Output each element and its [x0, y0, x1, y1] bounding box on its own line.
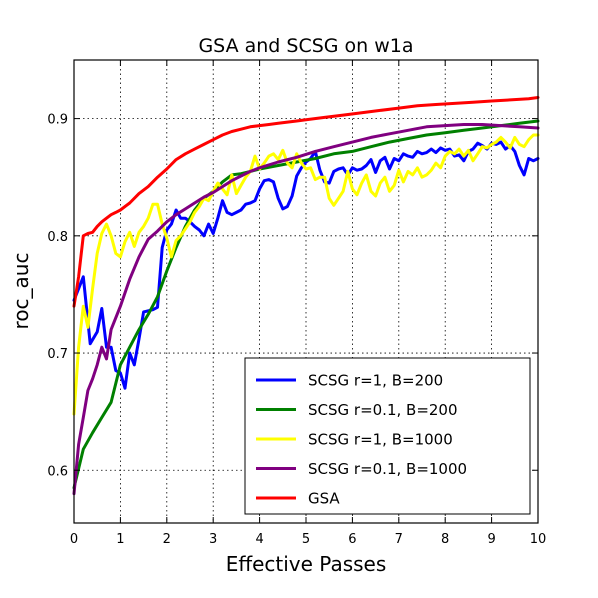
- legend-box: [244, 357, 531, 515]
- series-line-5: [72, 96, 540, 308]
- series-line-3: [72, 133, 540, 416]
- y-axis-label: roc_auc: [9, 253, 33, 330]
- legend-label-5: GSA: [308, 490, 340, 508]
- x-tick-label: 9: [487, 532, 495, 547]
- x-tick-label: 2: [163, 532, 171, 547]
- x-tick-label: 8: [441, 532, 449, 547]
- legend-label-1: SCSG r=1, B=200: [308, 372, 443, 390]
- series-line-1: [72, 140, 540, 390]
- x-tick-label: 7: [395, 532, 403, 547]
- y-tick-label: 0.8: [47, 230, 68, 245]
- x-tick-label: 10: [530, 532, 547, 547]
- x-tick-label: 4: [255, 532, 263, 547]
- legend-label-2: SCSG r=0.1, B=200: [308, 401, 458, 419]
- series-line-2: [72, 119, 540, 490]
- y-tick-label: 0.7: [47, 347, 68, 362]
- x-axis-label: Effective Passes: [226, 552, 387, 576]
- legend-label-4: SCSG r=0.1, B=1000: [308, 460, 467, 478]
- series-line-4: [72, 123, 540, 496]
- y-tick-label: 0.9: [47, 113, 68, 128]
- y-tick-label: 0.6: [47, 464, 68, 479]
- x-tick-label: 3: [209, 532, 217, 547]
- legend: SCSG r=1, B=200 SCSG r=0.1, B=200 SCSG r=1…: [244, 357, 531, 515]
- x-tick-label: 5: [302, 532, 310, 547]
- x-tick-label: 6: [348, 532, 356, 547]
- chart-title: GSA and SCSG on w1a: [198, 35, 413, 57]
- x-tick-label: 0: [70, 532, 78, 547]
- x-tick-label: 1: [116, 532, 124, 547]
- axis-ticks: 0 1 2 3 4 5 6 7 8 9 10 0.6 0.7 0.8 0.9: [47, 60, 546, 547]
- legend-label-3: SCSG r=1, B=1000: [308, 431, 453, 449]
- plot-area: [72, 96, 540, 496]
